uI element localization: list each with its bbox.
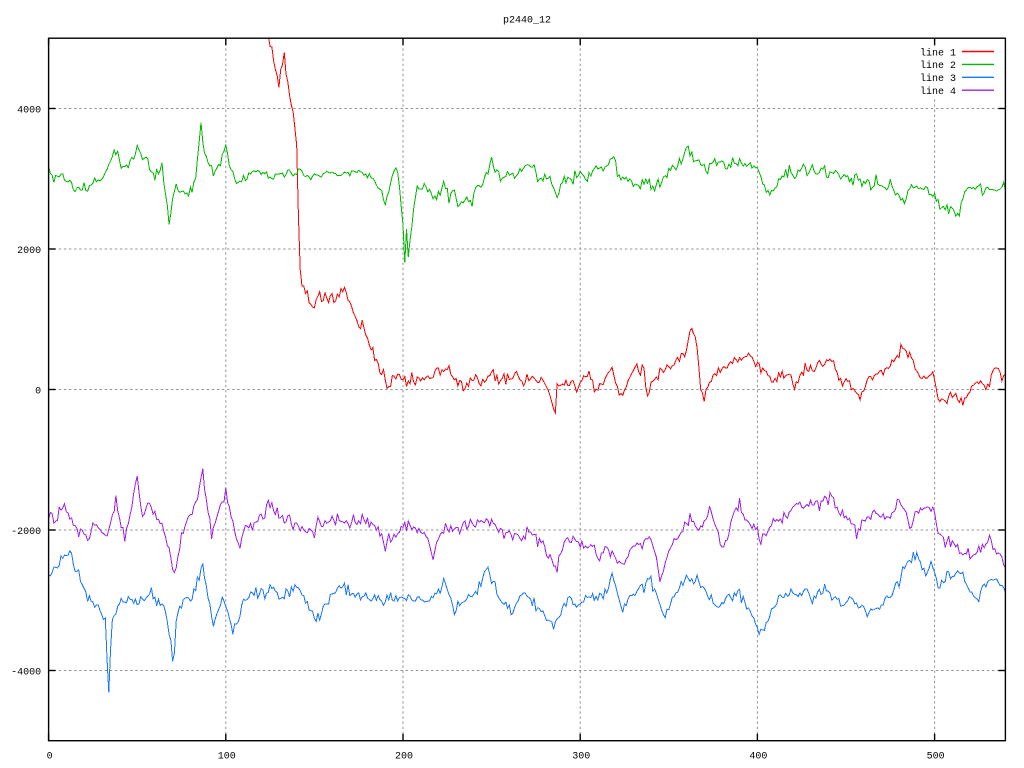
svg-text:2000: 2000	[17, 246, 41, 257]
svg-text:line 1: line 1	[920, 47, 956, 59]
svg-text:-2000: -2000	[11, 527, 41, 538]
svg-text:0: 0	[35, 387, 41, 398]
svg-text:-4000: -4000	[11, 668, 41, 679]
svg-text:100: 100	[218, 752, 236, 763]
svg-text:p2440_12: p2440_12	[503, 15, 551, 26]
svg-text:300: 300	[572, 752, 590, 763]
svg-text:400: 400	[749, 752, 767, 763]
svg-text:line 2: line 2	[920, 60, 956, 72]
svg-text:200: 200	[395, 752, 413, 763]
svg-text:4000: 4000	[17, 106, 41, 117]
svg-text:500: 500	[927, 752, 945, 763]
svg-text:line 3: line 3	[920, 73, 956, 85]
svg-text:line 4: line 4	[920, 86, 956, 98]
svg-text:0: 0	[47, 752, 53, 763]
